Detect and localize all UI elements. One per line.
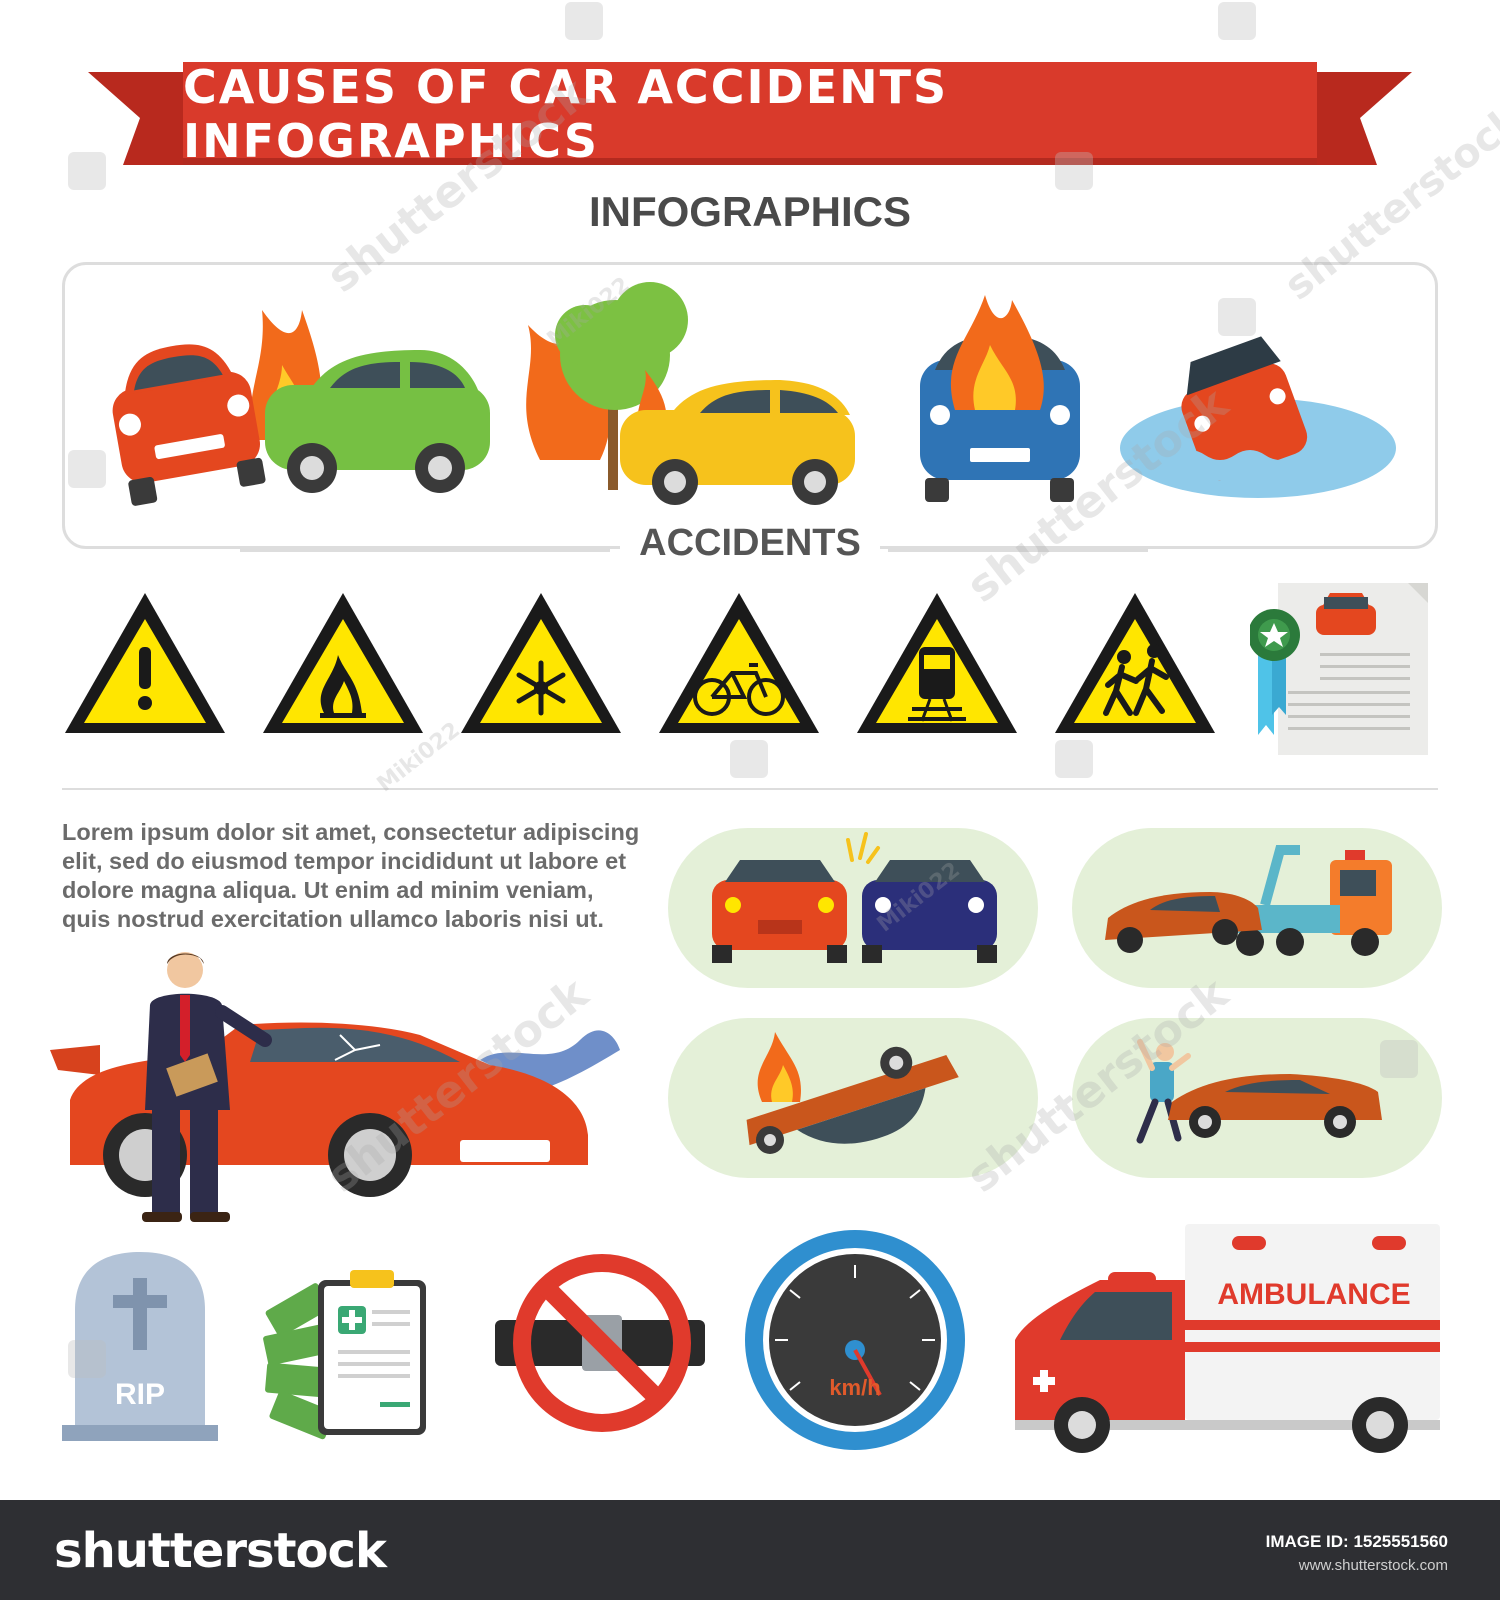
insurance-certificate-icon (1250, 583, 1428, 755)
car-tree-fire-icon (526, 282, 855, 505)
warning-pedestrian-icon (1055, 593, 1215, 733)
footer-image-info: IMAGE ID: 1525551560 www.shutterstock.co… (1266, 1532, 1448, 1574)
site-url: www.shutterstock.com (1298, 1557, 1448, 1574)
car-collision-fire-icon (112, 310, 490, 506)
watermark-logo (730, 740, 768, 778)
tombstone-icon (62, 1252, 218, 1441)
car-engine-fire-icon (920, 295, 1080, 502)
tow-truck-badge (1072, 828, 1442, 988)
warning-bicycle-icon (659, 593, 819, 733)
watermark-logo (1055, 740, 1093, 778)
footer-bar (0, 1500, 1500, 1600)
pedestrian-hit-badge (1072, 1018, 1442, 1178)
subtitle: INFOGRAPHICS (588, 188, 911, 235)
tombstone-label: RIP (114, 1378, 165, 1411)
warning-snowflake-icon (461, 593, 621, 733)
warning-fire-icon (263, 593, 423, 733)
footer-brand-logo: shutterstock (54, 1523, 387, 1579)
watermark-logo (68, 1340, 106, 1378)
watermark-logo (565, 2, 603, 40)
speed-unit-label: km/h (829, 1375, 881, 1400)
watermark-logo (1055, 152, 1093, 190)
top-scenes (112, 282, 1396, 506)
accident-badges (668, 828, 1442, 1178)
warning-train-icon (857, 593, 1017, 733)
divider-left (240, 549, 610, 552)
ambulance-icon (1015, 1224, 1440, 1453)
watermark-logo (68, 450, 106, 488)
car-sinking-water-icon (1120, 336, 1396, 498)
image-id: IMAGE ID: 1525551560 (1265, 1532, 1448, 1551)
ambulance-label: AMBULANCE (1217, 1278, 1411, 1311)
title-banner (88, 62, 1412, 165)
overturned-car-fire-badge (668, 1018, 1038, 1178)
page-title: CAUSES OF CAR ACCIDENTS INFOGRAPHICS (183, 59, 949, 168)
warning-signs-row (65, 593, 1215, 733)
speedometer-icon (745, 1230, 965, 1450)
section-label-accidents: ACCIDENTS (620, 522, 880, 565)
body-text: Lorem ipsum dolor sit amet, consectetur … (62, 819, 640, 932)
insurance-agent-scene (50, 952, 620, 1222)
watermark-logo (68, 152, 106, 190)
head-on-collision-badge (668, 828, 1038, 988)
watermark-logo (1218, 2, 1256, 40)
divider-right (888, 549, 1148, 552)
section-divider (62, 788, 1438, 790)
watermark-logo (1380, 1040, 1418, 1078)
medical-bill-money-icon (263, 1270, 426, 1440)
warning-exclamation-icon (65, 593, 225, 733)
watermark-logo (1218, 298, 1256, 336)
bottom-icons (62, 1224, 1440, 1453)
no-seatbelt-icon (495, 1254, 705, 1432)
